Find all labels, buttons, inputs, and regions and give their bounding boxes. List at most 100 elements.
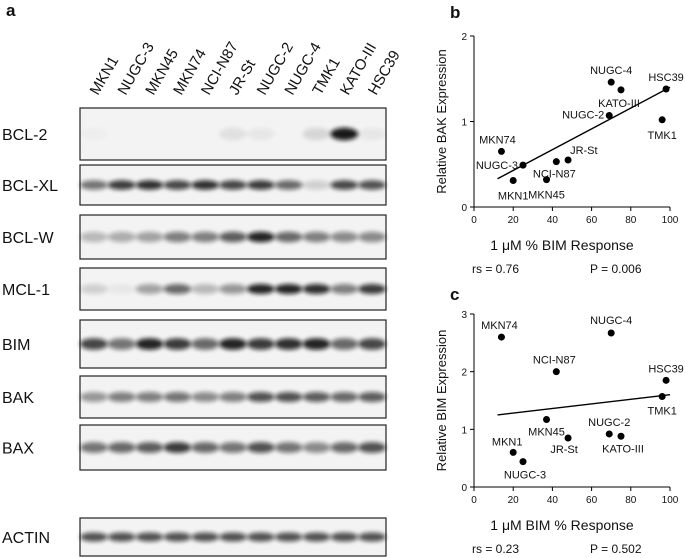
band: [80, 128, 108, 140]
band: [274, 532, 303, 542]
band: [358, 442, 386, 453]
band: [191, 231, 220, 243]
band: [191, 180, 220, 190]
band: [80, 391, 108, 403]
band: [163, 283, 192, 295]
band: [80, 442, 108, 453]
x-tick-label: 40: [547, 495, 559, 506]
point: [497, 147, 505, 155]
point-label: TMK1: [647, 405, 676, 417]
band: [219, 442, 247, 453]
point-label: NCI-N87: [533, 355, 576, 367]
fit-line: [497, 394, 671, 416]
x-tick-label: 40: [547, 215, 559, 226]
band: [330, 127, 359, 141]
band: [219, 391, 247, 403]
band: [107, 338, 136, 350]
point-label: NUGC-3: [476, 160, 518, 172]
point: [605, 112, 613, 120]
stat-label: P = 0.502: [590, 542, 642, 556]
point: [607, 78, 615, 86]
point: [543, 176, 551, 184]
band: [135, 391, 164, 403]
band: [358, 127, 386, 141]
panel-label: c: [450, 285, 459, 304]
point-label: JR-St: [570, 145, 598, 157]
x-axis-title: 1 μM % BIM Response: [490, 237, 634, 253]
point-label: NUGC-4: [590, 65, 632, 77]
point-label: NUGC-2: [562, 110, 604, 122]
band: [330, 338, 359, 350]
band: [246, 442, 275, 453]
point-label: NUGC-2: [588, 417, 630, 429]
band: [358, 231, 386, 243]
x-tick-label: 100: [662, 215, 679, 226]
point: [617, 432, 625, 440]
band: [330, 532, 359, 542]
band: [191, 283, 220, 295]
band: [163, 180, 192, 190]
y-tick-label: 1: [461, 425, 467, 436]
point: [519, 458, 527, 466]
point-label: MKN45: [528, 427, 565, 439]
band: [163, 442, 192, 453]
band: [302, 442, 331, 453]
band: [358, 391, 386, 403]
point: [564, 434, 572, 442]
x-axis-title: 1 μM BIM % Response: [490, 517, 634, 533]
point-label: NCI-N87: [533, 169, 576, 181]
point: [497, 333, 505, 341]
band: [135, 180, 164, 190]
band: [274, 283, 303, 295]
band: [80, 338, 108, 350]
band: [302, 231, 331, 243]
band: [219, 180, 247, 190]
point-label: HSC39: [648, 72, 683, 84]
band: [274, 231, 303, 243]
point-label: KATO-III: [598, 98, 640, 110]
band: [163, 391, 192, 403]
point: [662, 85, 670, 93]
point: [552, 158, 560, 166]
band: [80, 283, 108, 295]
stat-label: rs = 0.76: [472, 262, 519, 276]
y-axis-title: Relative BAK Expression: [434, 49, 449, 194]
fit-line: [497, 86, 671, 180]
point: [658, 392, 666, 400]
point-label: MKN45: [528, 190, 565, 202]
point: [607, 329, 615, 337]
band: [358, 283, 386, 295]
point: [564, 156, 572, 164]
point-label: JR-St: [550, 444, 578, 456]
point-label: MKN74: [481, 320, 518, 332]
band: [191, 338, 220, 350]
band: [191, 442, 220, 453]
band: [330, 391, 359, 403]
band: [302, 338, 331, 350]
point-label: TMK1: [647, 130, 676, 142]
protein-label: BAK: [2, 390, 34, 407]
point-label: KATO-III: [602, 443, 644, 455]
band: [191, 391, 220, 403]
x-tick-label: 80: [625, 215, 637, 226]
point: [658, 116, 666, 124]
protein-label: MCL-1: [2, 282, 50, 299]
band: [246, 391, 275, 403]
band: [107, 391, 136, 403]
y-tick-label: 1: [461, 118, 467, 129]
band: [135, 283, 164, 295]
y-tick-label: 2: [461, 32, 467, 43]
stat-label: P = 0.006: [590, 262, 642, 276]
band: [246, 127, 275, 141]
point: [509, 176, 517, 184]
point: [543, 416, 551, 424]
stat-label: rs = 0.23: [472, 542, 519, 556]
point: [605, 430, 613, 438]
band: [135, 231, 164, 243]
band: [163, 231, 192, 243]
band: [246, 180, 275, 190]
band: [302, 391, 331, 403]
band: [330, 442, 359, 453]
